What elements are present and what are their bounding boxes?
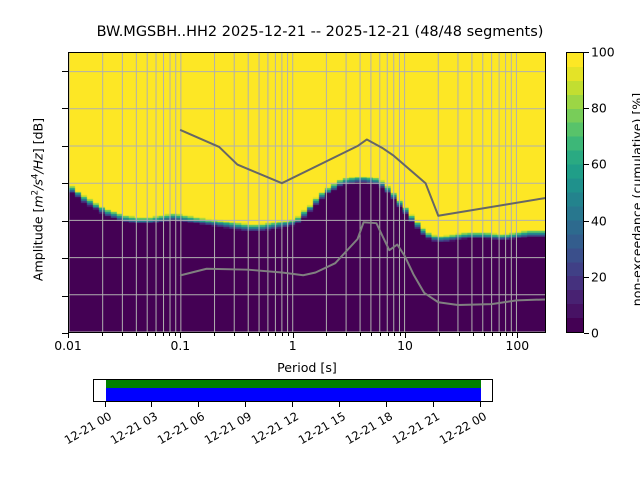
x-tick-minor (492, 333, 494, 336)
x-tick-minor (472, 333, 474, 336)
x-tick-minor (371, 333, 373, 336)
timeline-tick-mark (338, 402, 340, 407)
x-tick-minor (258, 333, 260, 336)
colorbar-tick-mark (584, 220, 589, 222)
nlnm-curve (179, 221, 545, 307)
timeline-tick-mark (479, 402, 481, 407)
colorbar-tick-mark (584, 108, 589, 110)
x-tick-label: 10 (397, 338, 413, 353)
y-tick-mark (62, 295, 68, 297)
y-tick-mark (62, 70, 68, 72)
x-tick-label: 1 (288, 338, 297, 353)
timeline-tick-mark (385, 402, 387, 407)
x-tick-mark (180, 333, 182, 338)
x-tick-minor (326, 333, 328, 336)
timeline-coverage-axes[interactable] (93, 379, 493, 402)
timeline-tick-mark (292, 402, 293, 407)
x-tick-minor (101, 333, 103, 336)
x-tick-minor (380, 333, 382, 336)
colorbar-tick-mark (584, 164, 589, 166)
timeline-tick-mark (104, 402, 106, 407)
timeline-tick-mark (151, 402, 153, 407)
y-tick-mark (62, 183, 68, 185)
x-tick-minor (281, 333, 283, 336)
x-tick-minor (499, 333, 501, 336)
y-axis-label-text: Amplitude [m2/s4/Hz] [dB] (30, 117, 46, 282)
y-tick-mark (62, 333, 68, 334)
colorbar-tick-label: 0 (591, 325, 599, 341)
y-tick-mark (62, 220, 68, 222)
colorbar-tick-mark (584, 52, 589, 53)
x-tick-minor (438, 333, 440, 336)
colorbar-tick-mark (584, 333, 589, 334)
x-tick-minor (275, 333, 277, 336)
x-tick-minor (360, 333, 362, 336)
x-tick-mark (68, 333, 69, 338)
x-tick-minor (247, 333, 249, 336)
timeline-used-bar (105, 387, 481, 401)
x-axis-label: Period [s] (277, 360, 337, 375)
x-tick-mark (517, 333, 519, 338)
colorbar-tick-label: 20 (591, 269, 607, 285)
colorbar-tick-label: 100 (591, 44, 615, 60)
x-tick-minor (458, 333, 460, 336)
colorbar-tick-label: 60 (591, 156, 607, 172)
y-tick-mark (62, 145, 68, 147)
x-tick-label: 0.01 (54, 338, 82, 353)
colorbar[interactable] (566, 52, 584, 333)
y-tick-mark (62, 258, 68, 260)
x-tick-minor (169, 333, 171, 336)
colorbar-label: non-exceedance (cumulative) [%] (629, 92, 640, 307)
x-tick-minor (394, 333, 396, 336)
y-tick-mark (62, 108, 68, 110)
x-tick-minor (214, 333, 216, 336)
x-tick-label: 100 (505, 338, 530, 353)
ppsd-density-canvas (69, 53, 545, 332)
x-tick-mark (404, 333, 406, 338)
x-tick-minor (233, 333, 235, 336)
colorbar-gradient (567, 53, 583, 332)
colorbar-tick-label: 40 (591, 213, 607, 229)
timeline-tick-mark (432, 402, 434, 407)
x-tick-minor (146, 333, 148, 336)
y-axis-label: Amplitude [m2/s4/Hz] [dB] (30, 70, 46, 330)
x-tick-minor (267, 333, 269, 336)
colorbar-tick-mark (584, 276, 589, 278)
timeline-tick-mark (198, 402, 200, 407)
x-tick-minor (506, 333, 508, 336)
x-tick-label: 0.1 (170, 338, 191, 353)
x-tick-minor (135, 333, 137, 336)
ppsd-plot-area[interactable] (68, 52, 546, 333)
x-tick-minor (162, 333, 164, 336)
x-tick-minor (121, 333, 123, 336)
gridlines (69, 53, 545, 332)
x-tick-minor (399, 333, 401, 336)
x-tick-minor (287, 333, 289, 336)
timeline-available-bar (105, 380, 481, 388)
x-tick-minor (346, 333, 348, 336)
timeline-tick-mark (245, 402, 247, 407)
nhnm-curve (179, 129, 545, 217)
x-tick-mark (292, 333, 294, 338)
x-tick-minor (155, 333, 157, 336)
x-tick-minor (387, 333, 389, 336)
x-tick-minor (175, 333, 177, 336)
x-tick-minor (483, 333, 485, 336)
ppsd-overlay (69, 53, 545, 332)
x-tick-minor (512, 333, 514, 336)
plot-title: BW.MGSBH..HH2 2025-12-21 -- 2025-12-21 (… (96, 24, 544, 40)
colorbar-tick-label: 80 (591, 100, 607, 116)
